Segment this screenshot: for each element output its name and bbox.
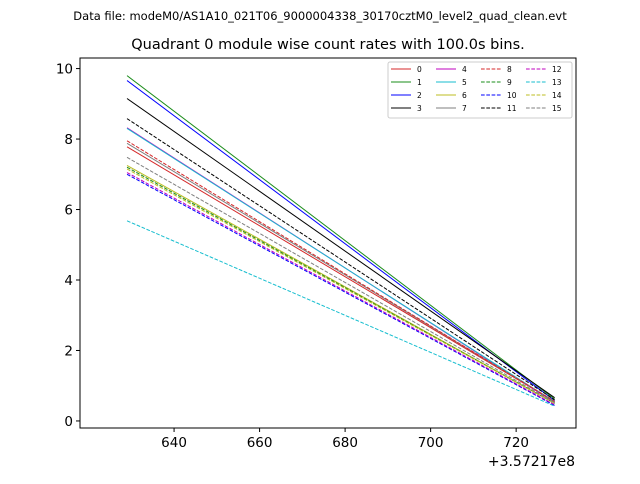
y-tick-label: 8	[64, 132, 73, 148]
legend-label-1: 1	[417, 78, 422, 87]
legend-label-8: 8	[507, 65, 512, 74]
figure-suptitle: Data file: modeM0/AS1A10_021T06_90000043…	[73, 9, 567, 23]
series-line-8	[126, 140, 555, 402]
legend-frame	[387, 61, 573, 119]
x-tick-label: 640	[161, 435, 187, 451]
legend-label-13: 13	[552, 78, 562, 87]
series-line-1	[126, 75, 555, 400]
chart-title: Quadrant 0 module wise count rates with …	[131, 37, 525, 53]
series-line-9	[126, 166, 555, 404]
series-line-13	[126, 220, 555, 407]
series-line-11	[126, 118, 555, 401]
series-line-3	[126, 98, 555, 399]
legend-label-15: 15	[552, 104, 562, 113]
series-line-6	[126, 165, 555, 404]
series-line-5	[126, 128, 555, 403]
legend-label-6: 6	[462, 91, 467, 100]
legend-label-12: 12	[552, 65, 562, 74]
series-layer	[126, 75, 555, 407]
legend-label-9: 9	[507, 78, 512, 87]
y-tick-label: 0	[64, 414, 73, 430]
legend-label-4: 4	[462, 65, 467, 74]
legend-label-2: 2	[417, 91, 422, 100]
series-line-12	[126, 172, 555, 406]
legend-label-5: 5	[462, 78, 467, 87]
plot-area	[80, 58, 576, 428]
x-tick-label: 720	[503, 435, 529, 451]
x-axis: 640 660 680 700 720	[161, 428, 529, 451]
y-tick-label: 2	[64, 343, 73, 359]
legend-label-11: 11	[507, 104, 517, 113]
legend-label-0: 0	[417, 65, 422, 74]
x-tick-label: 660	[247, 435, 273, 451]
y-tick-label: 6	[64, 203, 73, 219]
x-tick-label: 680	[332, 435, 358, 451]
legend-label-14: 14	[552, 91, 562, 100]
series-line-0	[126, 146, 555, 402]
x-tick-label: 700	[418, 435, 444, 451]
legend-label-7: 7	[462, 104, 467, 113]
x-offset-label: +3.57217e8	[488, 454, 575, 470]
series-line-14	[126, 168, 555, 404]
y-tick-label: 4	[64, 273, 73, 289]
series-line-15	[126, 156, 555, 404]
legend-label-3: 3	[417, 104, 422, 113]
y-tick-label: 10	[56, 62, 73, 78]
series-line-7	[126, 142, 555, 402]
series-line-10	[126, 173, 555, 406]
series-line-2	[126, 80, 555, 401]
plot-frame	[79, 57, 577, 429]
legend-label-10: 10	[507, 91, 517, 100]
y-axis: 0 2 4 6 8 10	[56, 62, 80, 430]
